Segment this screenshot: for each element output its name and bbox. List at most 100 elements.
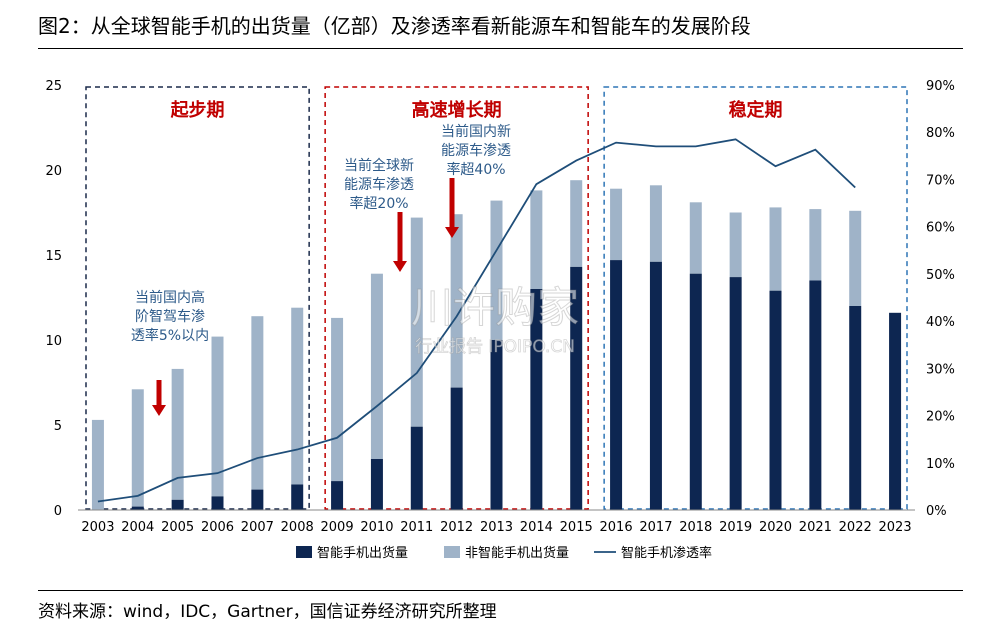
bar-smart-2014 <box>530 289 543 510</box>
bar-smart-2016 <box>610 260 623 510</box>
bar-smart-2008 <box>291 484 304 510</box>
bar-nonsmart-2015 <box>570 180 583 267</box>
bar-nonsmart-2012 <box>450 214 463 388</box>
bar-nonsmart-2014 <box>530 190 543 289</box>
legend-label-nonsmart: 非智能手机出货量 <box>465 545 569 561</box>
x-tick-label: 2011 <box>400 520 433 535</box>
axes: 0 5 10 15 20 25 0% 10% 20% 30% 40% 50% 60% 70% 80% 90% 2… <box>45 79 954 535</box>
phase-label-1: 起步期 <box>170 99 225 121</box>
bar-smart-2023 <box>889 312 902 510</box>
annotation-text: 当前国内新 <box>441 123 511 140</box>
bar-nonsmart-2005 <box>171 368 184 500</box>
bar-nonsmart-2007 <box>251 316 264 490</box>
annotation-text: 率超40% <box>446 161 505 178</box>
annotation-text: 率超20% <box>349 195 408 212</box>
x-tick-label: 2014 <box>520 520 553 535</box>
y-left-tick-label: 25 <box>45 79 62 94</box>
x-tick-label: 2017 <box>639 520 672 535</box>
x-tick-label: 2019 <box>719 520 752 535</box>
x-tick-label: 2023 <box>879 520 912 535</box>
bar-smart-2013 <box>490 340 503 510</box>
chart: 起步期 高速增长期 稳定期 0 5 10 15 20 25 0% 10% 20% 30% 40% 50% 6… <box>45 79 954 561</box>
x-tick-label: 2012 <box>440 520 473 535</box>
y-right-tick-label: 20% <box>926 410 955 425</box>
source-rule <box>38 590 963 591</box>
bar-smart-2019 <box>729 277 742 510</box>
source-note: 资料来源：wind，IDC，Gartner，国信证券经济研究所整理 <box>38 602 497 622</box>
x-tick-label: 2016 <box>600 520 633 535</box>
annotation-arrow-shaft <box>449 178 455 228</box>
y-left-tick-label: 0 <box>54 504 62 519</box>
bar-smart-2007 <box>251 489 264 510</box>
y-right-tick-label: 70% <box>926 173 955 188</box>
phase-label-3: 稳定期 <box>729 99 783 121</box>
annotation-arrow-head <box>393 261 407 272</box>
bar-nonsmart-2009 <box>331 317 344 482</box>
bar-smart-2022 <box>849 306 862 510</box>
bar-smart-2009 <box>331 481 344 510</box>
y-right-tick-label: 0% <box>926 504 947 519</box>
y-right-tick-label: 30% <box>926 362 955 377</box>
bar-nonsmart-2019 <box>729 212 742 278</box>
bar-nonsmart-2020 <box>769 207 782 291</box>
y-right-tick-label: 60% <box>926 221 955 236</box>
annotation-arrow-shaft <box>397 212 403 262</box>
x-tick-label: 2004 <box>121 520 154 535</box>
bar-smart-2006 <box>211 496 224 510</box>
y-left-tick-label: 20 <box>45 164 62 179</box>
x-tick-label: 2006 <box>201 520 234 535</box>
y-right-tick-label: 90% <box>926 79 955 94</box>
bars <box>91 180 902 510</box>
bar-nonsmart-2016 <box>610 188 623 261</box>
annotation-arrow-head <box>152 405 166 416</box>
penetration-line-layer <box>97 138 856 503</box>
x-tick-label: 2008 <box>281 520 314 535</box>
x-tick-label: 2018 <box>679 520 712 535</box>
x-tick-label: 2007 <box>241 520 274 535</box>
legend-swatch-nonsmart <box>444 546 460 558</box>
annotation-arrow-shaft <box>156 380 162 406</box>
bar-nonsmart-2017 <box>649 185 662 262</box>
bar-nonsmart-2018 <box>689 202 702 274</box>
annotations: 当前国内高阶智驾车渗透率5%以内当前全球新能源车渗透率超20%当前国内新能源车渗… <box>131 123 511 416</box>
bar-nonsmart-2021 <box>809 209 822 281</box>
bar-smart-2005 <box>171 499 184 510</box>
phase-box-1 <box>85 86 310 510</box>
annotation-text: 当前国内高 <box>135 289 205 306</box>
bar-smart-2004 <box>131 506 144 510</box>
y-left-tick-label: 5 <box>54 419 62 434</box>
legend: 智能手机出货量 非智能手机出货量 智能手机渗透率 <box>296 545 712 561</box>
x-tick-label: 2022 <box>839 520 872 535</box>
x-tick-label: 2005 <box>161 520 194 535</box>
y-right-tick-label: 10% <box>926 457 955 472</box>
bar-nonsmart-2010 <box>370 273 383 459</box>
x-tick-label: 2009 <box>321 520 354 535</box>
figure-title: 图2：从全球智能手机的出货量（亿部）及渗透率看新能源车和智能车的发展阶段 <box>38 14 751 38</box>
legend-swatch-smart <box>296 546 312 558</box>
annotation-text: 透率5%以内 <box>131 327 209 344</box>
y-left-tick-label: 10 <box>45 334 62 349</box>
bar-nonsmart-2006 <box>211 336 224 497</box>
annotation-text: 能源车渗透 <box>344 176 414 193</box>
bar-nonsmart-2022 <box>849 210 862 306</box>
x-tick-label: 2013 <box>480 520 513 535</box>
annotation-arrow-head <box>445 227 459 238</box>
x-tick-label: 2003 <box>81 520 114 535</box>
bar-smart-2021 <box>809 280 822 510</box>
watermark-main: 川许购家 <box>411 283 579 332</box>
bar-smart-2015 <box>570 266 583 510</box>
x-tick-label: 2021 <box>799 520 832 535</box>
legend-label-smart: 智能手机出货量 <box>317 545 408 561</box>
y-left-tick-label: 15 <box>45 249 62 264</box>
phase-label-2: 高速增长期 <box>412 99 502 121</box>
bar-nonsmart-2013 <box>490 200 503 340</box>
title-rule <box>38 48 963 49</box>
bar-smart-2010 <box>370 459 383 510</box>
bar-nonsmart-2008 <box>291 307 304 485</box>
x-tick-label: 2015 <box>560 520 593 535</box>
bar-smart-2018 <box>689 273 702 510</box>
x-tick-label: 2010 <box>360 520 393 535</box>
phase-box-3 <box>603 86 908 510</box>
y-right-tick-label: 50% <box>926 268 955 283</box>
